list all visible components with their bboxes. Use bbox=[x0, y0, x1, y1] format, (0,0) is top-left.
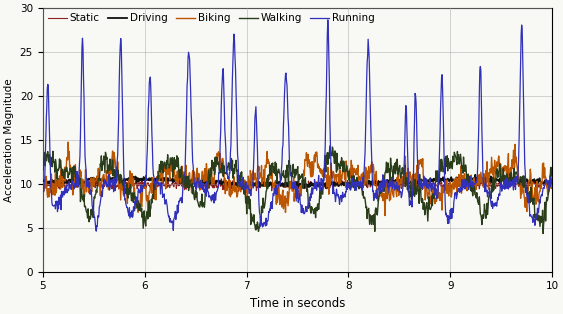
X-axis label: Time in seconds: Time in seconds bbox=[250, 297, 345, 310]
Driving bbox=[437, 177, 444, 181]
Driving bbox=[39, 179, 46, 183]
Line: Driving: Driving bbox=[43, 175, 552, 188]
Running bbox=[447, 208, 454, 212]
Static bbox=[447, 181, 454, 185]
Line: Static: Static bbox=[43, 178, 552, 192]
Running bbox=[264, 219, 271, 223]
Biking bbox=[390, 195, 397, 199]
Driving bbox=[263, 186, 270, 190]
Walking bbox=[245, 194, 252, 198]
Walking bbox=[263, 176, 270, 180]
Line: Biking: Biking bbox=[43, 142, 552, 216]
Biking bbox=[382, 214, 388, 218]
Biking bbox=[549, 179, 556, 183]
Walking bbox=[39, 160, 46, 164]
Walking bbox=[446, 166, 453, 170]
Biking bbox=[437, 197, 444, 201]
Running bbox=[549, 182, 556, 186]
Y-axis label: Acceleration Magnitude: Acceleration Magnitude bbox=[4, 78, 14, 202]
Static bbox=[200, 176, 207, 180]
Driving bbox=[323, 186, 329, 190]
Running bbox=[91, 215, 98, 219]
Biking bbox=[92, 179, 99, 182]
Driving bbox=[549, 181, 556, 184]
Running bbox=[93, 229, 100, 233]
Static bbox=[39, 179, 46, 183]
Legend: Static, Driving, Biking, Walking, Running: Static, Driving, Biking, Walking, Runnin… bbox=[44, 9, 379, 28]
Walking bbox=[549, 166, 556, 170]
Line: Walking: Walking bbox=[43, 146, 552, 234]
Running bbox=[390, 180, 397, 183]
Walking bbox=[91, 196, 98, 200]
Biking bbox=[447, 180, 454, 184]
Biking bbox=[65, 140, 72, 144]
Driving bbox=[390, 181, 396, 184]
Walking bbox=[390, 177, 396, 181]
Biking bbox=[39, 184, 46, 188]
Static bbox=[235, 190, 242, 193]
Walking bbox=[437, 159, 444, 163]
Driving bbox=[91, 178, 98, 182]
Driving bbox=[472, 173, 479, 177]
Biking bbox=[264, 162, 271, 165]
Static bbox=[390, 180, 397, 184]
Running bbox=[437, 90, 444, 94]
Running bbox=[39, 182, 46, 186]
Running bbox=[246, 192, 253, 195]
Static bbox=[265, 178, 271, 182]
Walking bbox=[327, 144, 333, 148]
Driving bbox=[245, 183, 252, 187]
Static bbox=[437, 185, 444, 188]
Walking bbox=[540, 232, 547, 236]
Static bbox=[91, 182, 98, 186]
Static bbox=[247, 180, 253, 184]
Driving bbox=[446, 179, 453, 182]
Biking bbox=[246, 180, 253, 183]
Running bbox=[324, 18, 331, 22]
Line: Running: Running bbox=[43, 20, 552, 231]
Static bbox=[549, 184, 556, 188]
